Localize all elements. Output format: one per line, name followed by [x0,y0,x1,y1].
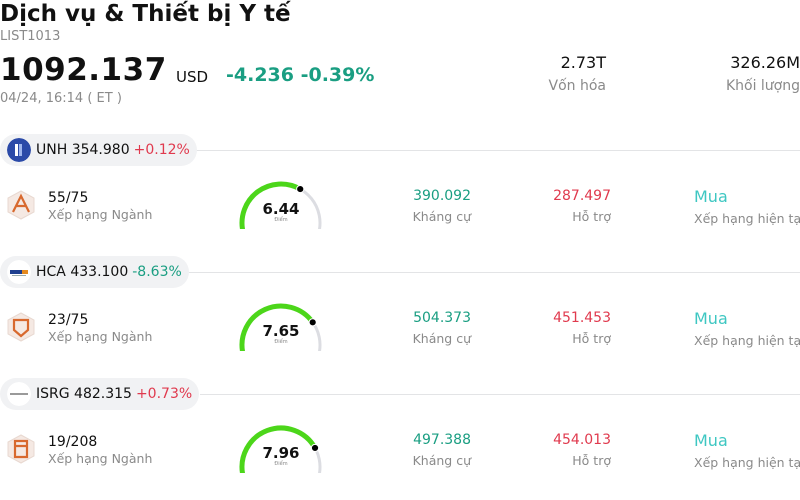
rank-badge-icon [7,190,35,220]
sector-price: 1092.137 [0,52,167,88]
rating-value: Mua [694,309,728,328]
support-value: 454.013 [553,432,611,448]
support-label: Hỗ trợ [572,209,611,224]
rating-label: Xếp hạng hiện tại [694,333,800,348]
isrg-logo-icon [7,382,31,406]
score-value: 7.96 [262,444,300,462]
stock-ticker: UNH [36,142,68,158]
industry-rank-label: Xếp hạng Ngành [48,329,153,344]
sector-code: LIST1013 [0,29,61,44]
stock-price: 354.980 [71,142,130,158]
gauge-marker [296,184,305,194]
rank-badge-icon [7,434,35,464]
industry-rank-value: 23/75 [48,312,89,328]
currency-label: USD [176,68,209,86]
score-label: Điểm [274,461,288,467]
rating-label: Xếp hạng hiện tại [694,455,800,470]
stock-row[interactable]: HCA 433.100 -8.63% 23/75 Xếp hạng Ngành … [0,256,800,378]
rating-label: Xếp hạng hiện tại [694,211,800,226]
row-divider [200,394,800,395]
stock-row[interactable]: UNH 354.980 +0.12% 55/75 Xếp hạng Ngành … [0,134,800,256]
support-value: 451.453 [553,310,611,326]
stock-ticker: HCA [36,264,66,280]
support-label: Hỗ trợ [572,453,611,468]
support-value: 287.497 [553,188,611,204]
score-gauge [239,181,322,229]
market-cap-stat: 2.73T Vốn hóa [549,53,606,94]
gauge-marker [310,443,320,453]
score-gauge [239,303,322,351]
gauge-fill [239,303,316,351]
score-gauge [239,425,322,473]
industry-rank-value: 19/208 [48,434,98,450]
sector-change: -4.236 -0.39% [226,64,375,86]
stock-change: +0.12% [133,142,190,158]
resistance-label: Kháng cự [412,209,471,224]
support-label: Hỗ trợ [572,331,611,346]
rank-badge-icon [7,312,35,342]
gauge-fill [239,425,318,473]
resistance-label: Kháng cự [412,331,471,346]
resistance-value: 390.092 [413,188,471,204]
score-value: 7.65 [262,322,300,340]
rating-value: Mua [694,187,728,206]
stock-ticker-pill[interactable]: HCA 433.100 -8.63% [0,256,189,288]
resistance-label: Kháng cự [412,453,471,468]
resistance-value: 497.388 [413,432,471,448]
market-cap-value: 2.73T [560,53,606,72]
stock-price: 433.100 [70,264,129,280]
stock-price: 482.315 [74,386,132,402]
market-cap-label: Vốn hóa [548,78,606,94]
stock-change: -8.63% [132,264,182,280]
score-value: 6.44 [262,200,300,218]
score-label: Điểm [274,339,288,345]
row-divider [188,272,800,273]
volume-label: Khối lượng [725,78,800,94]
volume-stat: 326.26M Khối lượng [726,53,800,94]
stock-row[interactable]: ISRG 482.315 +0.73% 19/208 Xếp hạng Ngàn… [0,378,800,500]
resistance-value: 504.373 [413,310,471,326]
volume-value: 326.26M [730,53,800,72]
hca-logo-icon [7,260,31,284]
industry-rank-label: Xếp hạng Ngành [48,451,153,466]
row-divider [196,150,800,151]
stock-ticker-pill[interactable]: ISRG 482.315 +0.73% [0,378,200,410]
unh-logo-icon [7,138,31,162]
page-title: Dịch vụ & Thiết bị Y tế [0,1,291,27]
industry-rank-label: Xếp hạng Ngành [48,207,153,222]
score-label: Điểm [274,217,288,223]
stock-change: +0.73% [135,386,193,402]
gauge-fill [239,181,303,229]
rating-value: Mua [694,431,728,450]
stock-ticker: ISRG [36,386,70,402]
timestamp: 04/24, 16:14 ( ET ) [0,91,122,106]
stock-ticker-pill[interactable]: UNH 354.980 +0.12% [0,134,197,166]
industry-rank-value: 55/75 [48,190,89,206]
gauge-marker [308,318,317,327]
